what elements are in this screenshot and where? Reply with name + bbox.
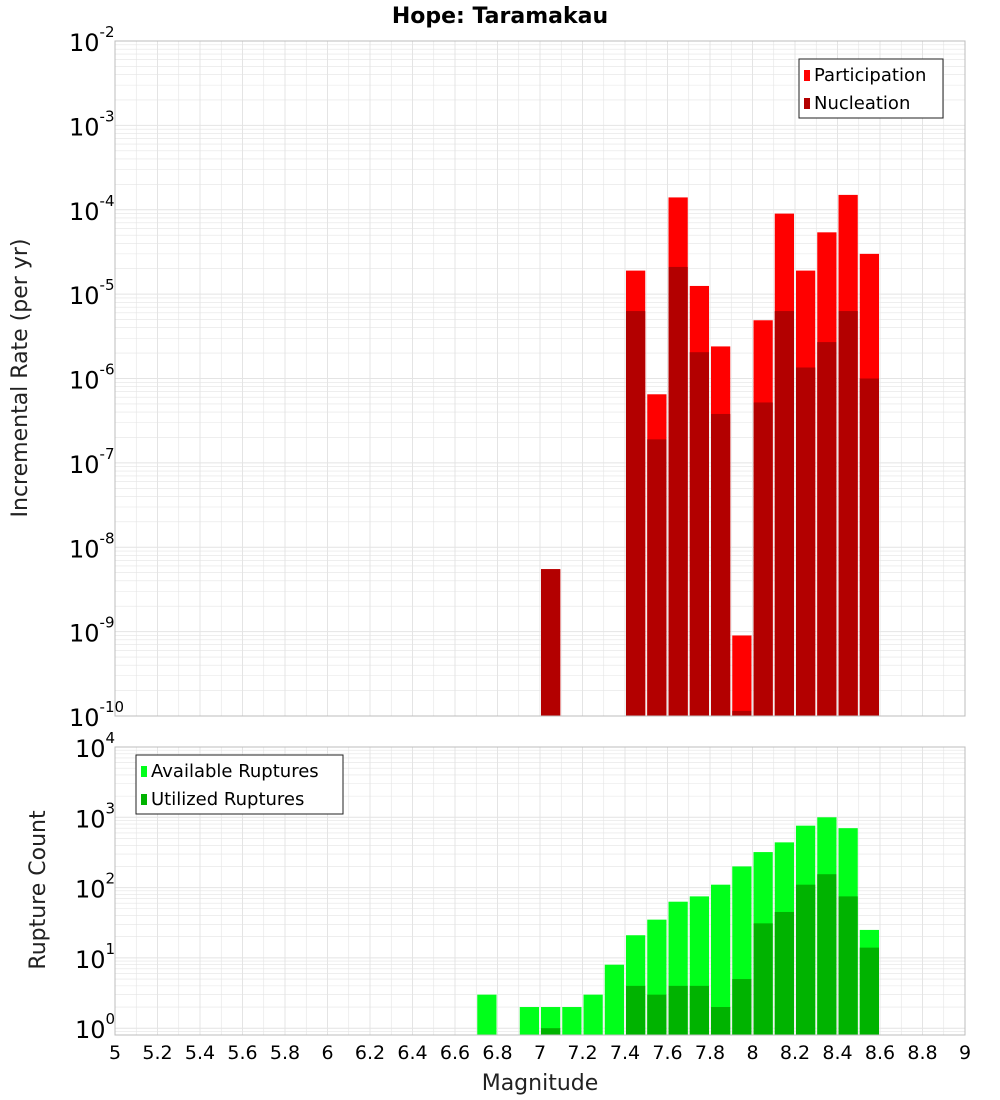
bar-nucleation	[796, 367, 816, 716]
y-tick-label: 10-2	[69, 23, 115, 57]
x-tick-label: 8.2	[780, 1042, 810, 1064]
bar-nucleation	[859, 378, 879, 716]
x-tick-label: 8.8	[907, 1042, 937, 1064]
bar-nucleation	[753, 402, 773, 716]
plot-frame	[114, 746, 966, 1036]
bar-nucleation	[774, 311, 794, 716]
y-tick-label: 10-8	[69, 529, 115, 563]
legend: Participation Nucleation	[798, 58, 944, 119]
x-tick-label: 5.4	[185, 1042, 215, 1064]
x-tick-label: 6.2	[355, 1042, 385, 1064]
bar-available-ruptures	[711, 884, 731, 1035]
bar-participation	[732, 635, 752, 716]
y-tick-label: 103	[75, 799, 115, 833]
x-tick-label: 7	[534, 1042, 546, 1064]
x-tick-label: 6.4	[397, 1042, 427, 1064]
y-tick-label: 10-9	[69, 614, 115, 648]
legend-label: Available Ruptures	[151, 761, 319, 782]
bar-nucleation	[626, 311, 646, 716]
y-tick-label: 100	[75, 1010, 115, 1044]
bar-nucleation	[817, 342, 837, 716]
bar-nucleation	[647, 439, 667, 716]
bar-utilized-ruptures	[668, 985, 688, 1035]
bar-utilized-ruptures	[753, 923, 773, 1035]
bar-available-ruptures	[541, 1007, 561, 1035]
x-tick-label: 8.4	[822, 1042, 852, 1064]
x-tick-label: 7.8	[695, 1042, 725, 1064]
bar-utilized-ruptures	[838, 896, 858, 1035]
x-tick-label: 8.6	[865, 1042, 895, 1064]
plot-frame	[114, 40, 966, 717]
top-y-axis-label: Incremental Rate (per yr)	[8, 239, 33, 518]
chart-title: Hope: Taramakau	[392, 4, 608, 29]
bar-available-ruptures	[519, 1007, 539, 1035]
bar-utilized-ruptures	[732, 979, 752, 1035]
bar-nucleation	[668, 266, 688, 716]
bottom-plot: 104 103 102 101 100 Available Ruptures Utilize…	[75, 729, 971, 1064]
bar-nucleation	[732, 710, 752, 716]
bottom-y-axis-label: Rupture Count	[26, 810, 51, 970]
bar-available-ruptures	[562, 1007, 582, 1035]
bar-utilized-ruptures	[796, 884, 816, 1035]
x-tick-label: 6	[321, 1042, 333, 1064]
x-tick-label: 7.6	[652, 1042, 682, 1064]
bar-utilized-ruptures	[711, 1007, 731, 1035]
y-tick-label: 10-3	[69, 107, 115, 141]
bar-available-ruptures	[604, 964, 624, 1035]
bar-utilized-ruptures	[626, 985, 646, 1035]
y-tick-label: 10-10	[69, 698, 124, 732]
legend-swatch	[804, 98, 810, 109]
y-tick-label: 104	[75, 729, 115, 763]
y-tick-label: 10-7	[69, 445, 115, 479]
bar-utilized-ruptures	[774, 911, 794, 1035]
legend-swatch	[141, 766, 147, 777]
legend-label: Participation	[814, 65, 926, 86]
legend-box	[798, 58, 944, 119]
y-tick-label: 101	[75, 940, 115, 974]
legend-swatch	[804, 70, 810, 81]
legend-label: Nucleation	[814, 93, 910, 114]
x-tick-label: 5.6	[227, 1042, 257, 1064]
bar-utilized-ruptures	[541, 1028, 561, 1035]
top-plot: 10-2 10-3 10-4 10-5 10-6 10-7 10-8 10-9 10-10 Par…	[69, 23, 966, 732]
bar-utilized-ruptures	[859, 947, 879, 1035]
x-tick-label: 7.2	[567, 1042, 597, 1064]
legend-swatch	[141, 794, 147, 805]
bar-utilized-ruptures	[647, 994, 667, 1035]
legend-label: Utilized Ruptures	[151, 789, 304, 810]
bar-nucleation	[711, 413, 731, 716]
x-tick-label: 5.8	[270, 1042, 300, 1064]
bar-nucleation	[689, 352, 709, 716]
bar-nucleation	[838, 311, 858, 716]
bar-available-ruptures	[477, 994, 497, 1035]
x-tick-label: 5	[109, 1042, 121, 1064]
y-tick-label: 10-5	[69, 276, 115, 310]
bar-available-ruptures	[583, 994, 603, 1035]
x-tick-label: 6.8	[482, 1042, 512, 1064]
y-tick-label: 10-4	[69, 192, 115, 226]
bar-utilized-ruptures	[817, 874, 837, 1035]
x-tick-label: 7.4	[610, 1042, 640, 1064]
x-tick-label: 9	[959, 1042, 971, 1064]
y-tick-label: 10-6	[69, 361, 115, 395]
x-tick-label: 5.2	[142, 1042, 172, 1064]
bar-nucleation	[541, 569, 561, 716]
bar-utilized-ruptures	[689, 985, 709, 1035]
x-axis-label: Magnitude	[482, 1071, 599, 1096]
legend-box	[135, 754, 344, 815]
legend: Available Ruptures Utilized Ruptures	[135, 754, 344, 815]
x-tick-label: 8	[746, 1042, 758, 1064]
x-tick-label: 6.6	[440, 1042, 470, 1064]
y-tick-label: 102	[75, 870, 115, 904]
